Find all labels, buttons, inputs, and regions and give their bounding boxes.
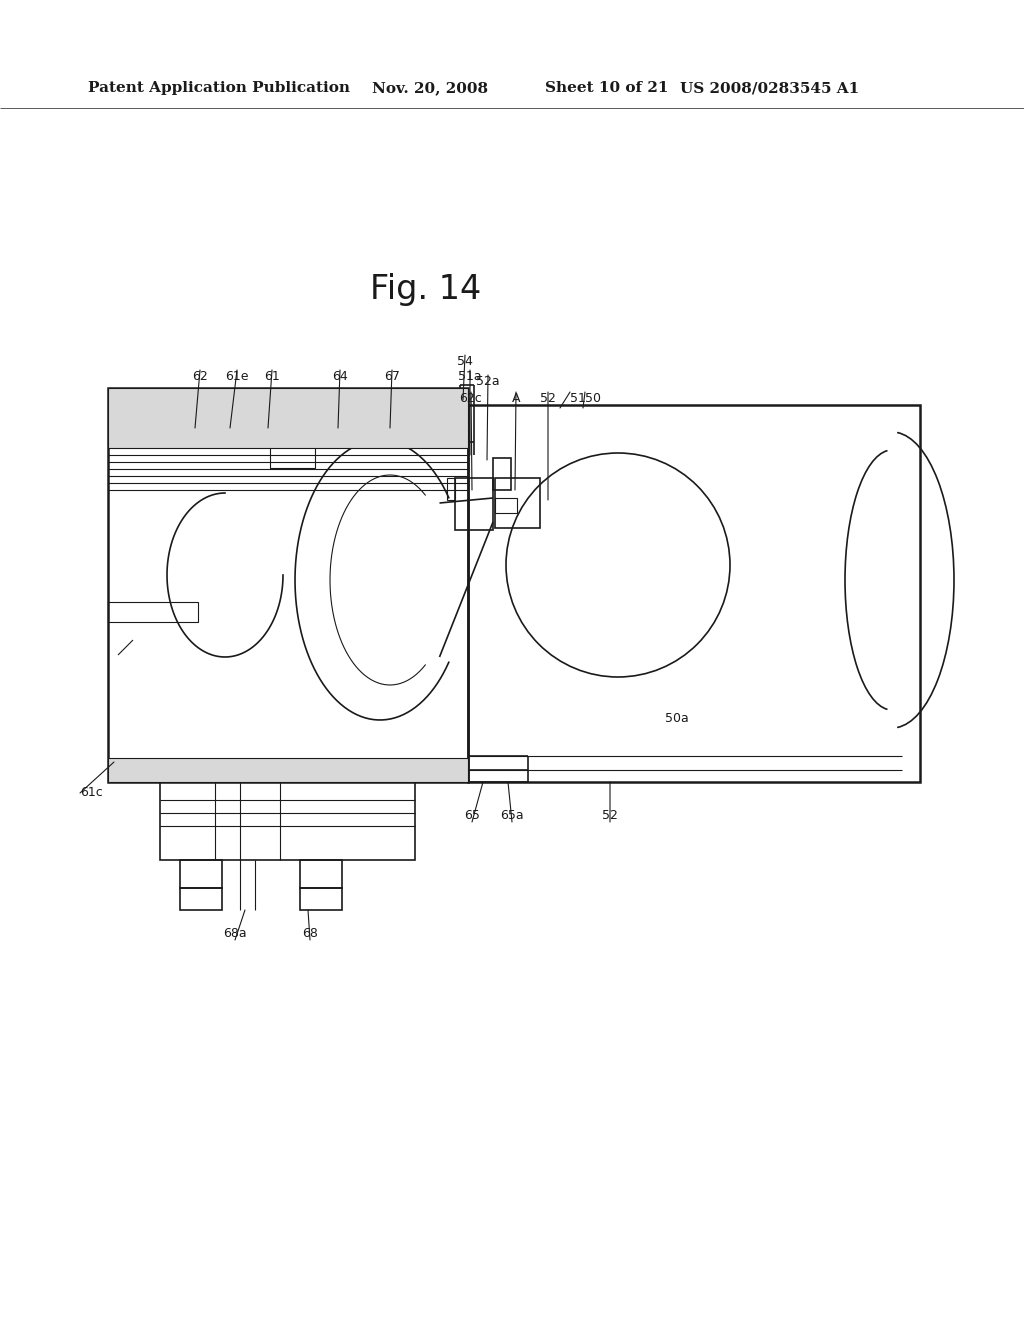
Bar <box>300 861 342 888</box>
Text: 51: 51 <box>570 392 586 405</box>
Bar <box>108 388 468 781</box>
Text: 50a: 50a <box>665 711 689 725</box>
Text: 67: 67 <box>384 370 400 383</box>
Text: US 2008/0283545 A1: US 2008/0283545 A1 <box>680 81 859 95</box>
Text: 65a: 65a <box>500 809 524 822</box>
Text: 62c: 62c <box>460 392 482 405</box>
Bar <box>468 405 920 781</box>
Bar <box>495 478 540 528</box>
Text: 54: 54 <box>457 355 473 368</box>
Text: Patent Application Publication: Patent Application Publication <box>88 81 350 95</box>
Bar <box>180 888 222 909</box>
Text: 52a: 52a <box>476 375 500 388</box>
Bar <box>270 440 315 469</box>
Bar <box>108 602 198 622</box>
Text: 68: 68 <box>302 927 317 940</box>
Text: Fig. 14: Fig. 14 <box>370 273 481 306</box>
Bar <box>447 478 455 500</box>
Bar <box>108 388 468 447</box>
Text: 61c: 61c <box>80 787 102 800</box>
Bar <box>108 758 468 781</box>
Bar <box>300 888 342 909</box>
Bar <box>180 861 222 888</box>
Bar <box>495 498 517 513</box>
Text: 65: 65 <box>464 809 480 822</box>
Bar <box>455 478 493 531</box>
Text: 64: 64 <box>332 370 348 383</box>
Bar <box>160 781 415 861</box>
Text: 52: 52 <box>540 392 556 405</box>
Bar <box>493 458 511 490</box>
Text: 62: 62 <box>193 370 208 383</box>
Text: 61: 61 <box>264 370 280 383</box>
Text: A: A <box>512 392 520 405</box>
Text: Sheet 10 of 21: Sheet 10 of 21 <box>545 81 669 95</box>
Text: 61e: 61e <box>225 370 249 383</box>
Text: 50: 50 <box>585 392 601 405</box>
Text: 52: 52 <box>602 809 617 822</box>
Text: 51a: 51a <box>458 370 482 383</box>
Text: 68a: 68a <box>223 927 247 940</box>
Text: Nov. 20, 2008: Nov. 20, 2008 <box>372 81 488 95</box>
